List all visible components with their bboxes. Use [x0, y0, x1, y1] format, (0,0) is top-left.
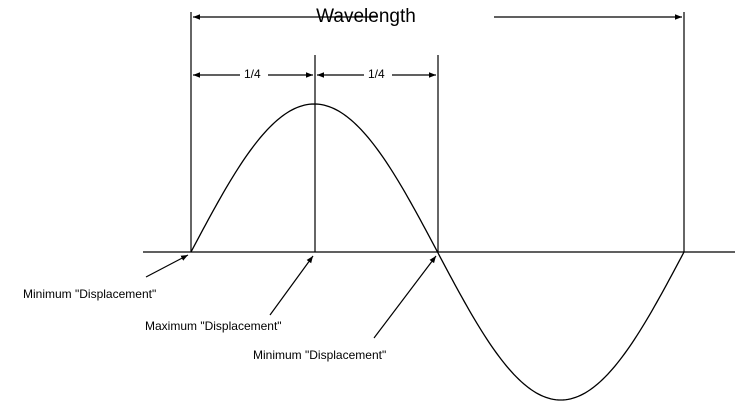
annotation-min-half: Minimum "Displacement" — [253, 348, 387, 362]
arrow-min-half — [373, 255, 437, 339]
quarter-label-2: 1/4 — [368, 67, 385, 81]
annotation-max: Maximum "Displacement" — [145, 319, 282, 333]
annotation-min-start: Minimum "Displacement" — [23, 287, 157, 301]
arrow-min-start — [145, 254, 189, 278]
wavelength-label: Wavelength — [316, 6, 416, 27]
sine-wave — [190, 103, 685, 401]
arrow-max — [269, 255, 314, 316]
quarter-label-1: 1/4 — [244, 67, 261, 81]
